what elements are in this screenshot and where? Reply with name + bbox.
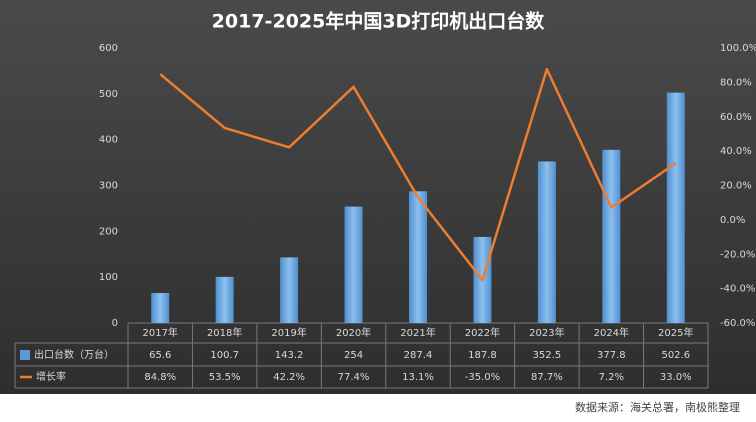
- bar: [280, 257, 299, 323]
- table-cell: 254: [344, 350, 363, 361]
- y-tick-label: 400: [99, 135, 118, 146]
- y-tick-label: 100: [99, 272, 118, 283]
- bar: [537, 161, 556, 323]
- y2-tick-label: 80.0%: [720, 77, 752, 88]
- y-tick-label: 500: [99, 89, 118, 100]
- table-cell: 65.6: [149, 350, 171, 361]
- table-cell: 84.8%: [144, 372, 176, 383]
- legend-label: 增长率: [36, 370, 66, 383]
- y2-tick-label: -20.0%: [720, 249, 755, 260]
- table-cell: 143.2: [275, 350, 304, 361]
- table-cell: 352.5: [533, 350, 562, 361]
- x-tick-label: 2025年: [658, 326, 693, 339]
- x-tick-label: 2023年: [529, 326, 564, 339]
- table-cell: 53.5%: [209, 372, 241, 383]
- bar: [344, 206, 363, 323]
- table-cell: 7.2%: [599, 372, 624, 383]
- chart-background: [0, 0, 756, 394]
- y2-tick-label: -40.0%: [720, 284, 755, 295]
- source-note: 数据来源：海关总署，南极熊整理: [575, 400, 740, 414]
- x-tick-label: 2022年: [465, 326, 500, 339]
- x-tick-label: 2017年: [142, 326, 177, 339]
- legend-label: 出口台数（万台）: [34, 348, 114, 361]
- x-tick-label: 2018年: [207, 326, 242, 339]
- table-cell: 100.7: [210, 350, 239, 361]
- table-cell: 87.7%: [531, 372, 563, 383]
- table-cell: 502.6: [661, 350, 690, 361]
- bar: [666, 92, 685, 324]
- table-cell: 42.2%: [273, 372, 305, 383]
- y-tick-label: 600: [99, 43, 118, 54]
- legend-swatch: [20, 350, 30, 360]
- y-tick-label: 200: [99, 226, 118, 237]
- table-cell: -35.0%: [465, 372, 500, 383]
- y2-tick-label: 20.0%: [720, 181, 752, 192]
- table-cell: 287.4: [404, 350, 433, 361]
- x-tick-label: 2019年: [271, 326, 306, 339]
- y2-tick-label: 40.0%: [720, 146, 752, 157]
- y2-tick-label: -60.0%: [720, 318, 755, 329]
- table-cell: 13.1%: [402, 372, 434, 383]
- y2-tick-label: 60.0%: [720, 112, 752, 123]
- y2-tick-label: 0.0%: [720, 215, 745, 226]
- table-cell: 77.4%: [338, 372, 370, 383]
- chart-title: 2017-2025年中国3D打印机出口台数: [212, 10, 546, 33]
- table-cell: 33.0%: [660, 372, 692, 383]
- x-tick-label: 2020年: [336, 326, 371, 339]
- table-cell: 377.8: [597, 350, 626, 361]
- y-tick-label: 300: [99, 181, 118, 192]
- x-tick-label: 2021年: [400, 326, 435, 339]
- y2-tick-label: 100.0%: [720, 43, 756, 54]
- x-tick-label: 2024年: [594, 326, 629, 339]
- bar: [602, 149, 621, 323]
- bar: [215, 276, 234, 323]
- bar: [151, 292, 170, 323]
- table-cell: 187.8: [468, 350, 497, 361]
- growth-line: [159, 67, 677, 282]
- bar: [409, 191, 427, 323]
- y-tick-label: 0: [112, 318, 118, 329]
